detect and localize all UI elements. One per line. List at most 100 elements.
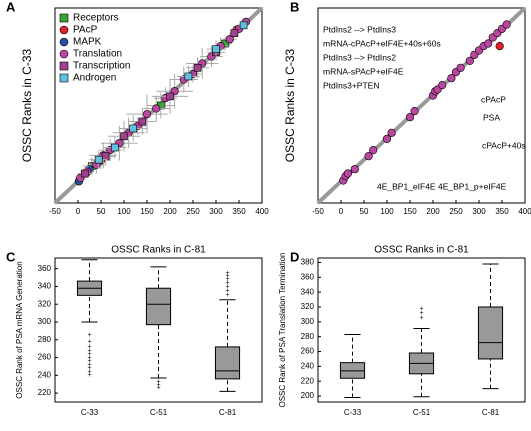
x-tick-label: C-81 bbox=[482, 408, 500, 417]
chart-title: OSSC Ranks in C-81 bbox=[374, 245, 469, 256]
outlier: + bbox=[419, 315, 423, 322]
y-tick-label: 300 bbox=[301, 317, 315, 326]
point bbox=[212, 45, 220, 53]
point bbox=[438, 81, 447, 90]
x-tick-label: 350 bbox=[495, 207, 509, 216]
x-tick-label: 200 bbox=[163, 207, 177, 216]
legend-marker bbox=[59, 49, 69, 59]
y-axis-label: OSSC Ranks in C-33 bbox=[20, 48, 34, 162]
outlier: + bbox=[225, 276, 229, 283]
y-tick-label: 300 bbox=[38, 317, 52, 326]
annotation: PtdIns2 --> PtdIns3 bbox=[323, 24, 396, 34]
outlier: + bbox=[156, 378, 160, 385]
point bbox=[456, 63, 465, 72]
y-axis-label: OSSC Rank of PSA mRNA Generation bbox=[15, 261, 24, 398]
outlier: + bbox=[225, 288, 229, 295]
point bbox=[465, 56, 474, 65]
outlier: + bbox=[225, 292, 229, 299]
annotation: 4E_BP1_p+eIF4E bbox=[438, 181, 507, 191]
legend-label: Translation bbox=[73, 49, 122, 60]
chart-title: OSSC Ranks in C-81 bbox=[111, 245, 206, 256]
point bbox=[484, 39, 493, 48]
point bbox=[129, 124, 137, 133]
point bbox=[152, 104, 161, 113]
annotation: PSA bbox=[483, 112, 500, 122]
outlier: + bbox=[225, 273, 229, 280]
y-tick-label: 340 bbox=[38, 282, 52, 291]
outlier: + bbox=[419, 310, 423, 317]
outlier: + bbox=[225, 283, 229, 290]
point bbox=[239, 21, 248, 30]
y-tick-label: 240 bbox=[301, 361, 315, 370]
point bbox=[184, 72, 193, 81]
outlier: + bbox=[87, 338, 91, 345]
outlier: + bbox=[87, 372, 91, 379]
point bbox=[101, 152, 110, 160]
outlier: + bbox=[87, 354, 91, 361]
x-tick-label: 0 bbox=[76, 207, 81, 216]
point bbox=[382, 134, 392, 143]
y-tick-label: 240 bbox=[38, 370, 52, 379]
annotation: cPAcP bbox=[481, 94, 506, 104]
legend-marker bbox=[59, 13, 69, 23]
x-tick-label: C-33 bbox=[81, 408, 99, 417]
point bbox=[369, 146, 378, 155]
y-tick-label: 220 bbox=[38, 388, 52, 397]
y-tick-label: 360 bbox=[301, 272, 315, 281]
legend-label: PAcP bbox=[73, 25, 98, 36]
panel-label: D bbox=[290, 249, 299, 264]
x-tick-label: 300 bbox=[209, 207, 223, 216]
outlier: + bbox=[87, 369, 91, 376]
x-tick-label: 100 bbox=[380, 207, 394, 216]
x-tick-label: C-81 bbox=[219, 408, 237, 417]
y-tick-label: 280 bbox=[301, 332, 315, 341]
point bbox=[343, 169, 353, 178]
annotation: mRNA-sPAcP+eIF4E bbox=[323, 66, 404, 76]
panel-label: B bbox=[290, 0, 299, 14]
y-tick-label: 340 bbox=[301, 287, 315, 296]
outlier: + bbox=[156, 385, 160, 392]
box bbox=[214, 346, 241, 380]
annotation: cPAcP+40s bbox=[482, 140, 526, 150]
x-tick-label: 50 bbox=[97, 207, 106, 216]
outlier: + bbox=[87, 347, 91, 354]
point bbox=[81, 169, 89, 178]
point bbox=[94, 155, 103, 164]
outlier: + bbox=[87, 365, 91, 372]
x-tick-label: C-51 bbox=[150, 408, 168, 417]
y-tick-label: 320 bbox=[301, 302, 315, 311]
x-tick-label: 400 bbox=[518, 207, 531, 216]
x-tick-label: 200 bbox=[426, 207, 440, 216]
x-tick-label: C-33 bbox=[344, 408, 362, 417]
legend-label: Androgen bbox=[73, 73, 116, 84]
y-tick-label: 380 bbox=[301, 258, 315, 267]
x-tick-label: 150 bbox=[140, 207, 154, 216]
x-tick-label: 300 bbox=[472, 207, 486, 216]
y-tick-label: 260 bbox=[301, 347, 315, 356]
legend-marker bbox=[59, 25, 69, 35]
box bbox=[145, 287, 172, 326]
x-tick-label: 50 bbox=[360, 207, 369, 216]
panel-label: A bbox=[6, 0, 16, 14]
point bbox=[405, 113, 415, 122]
x-tick-label: 400 bbox=[255, 207, 269, 216]
legend-label: Transcription bbox=[73, 61, 130, 72]
y-tick-label: 360 bbox=[38, 264, 52, 273]
point bbox=[120, 132, 128, 141]
y-tick-label: 220 bbox=[301, 376, 315, 385]
point bbox=[166, 92, 174, 101]
x-tick-label: -50 bbox=[312, 207, 324, 216]
point bbox=[502, 20, 511, 29]
point bbox=[387, 128, 396, 137]
y-axis-label: OSSC Ranks in C-33 bbox=[283, 48, 297, 162]
point bbox=[142, 110, 152, 119]
outlier: + bbox=[87, 362, 91, 369]
legend-label: MAPK bbox=[73, 37, 102, 48]
x-tick-label: 100 bbox=[117, 207, 131, 216]
x-tick-label: 150 bbox=[403, 207, 417, 216]
point bbox=[410, 107, 419, 116]
outlier: + bbox=[87, 358, 91, 365]
annotation: 4E_BP1_eIF4E bbox=[377, 181, 436, 191]
annotation: PtdIns3 --> PtdIns2 bbox=[323, 52, 396, 62]
